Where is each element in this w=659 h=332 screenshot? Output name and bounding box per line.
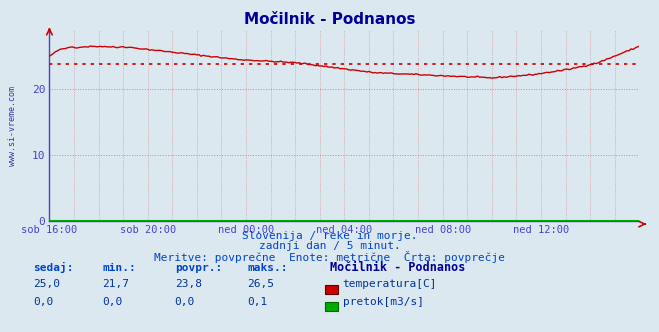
Text: 23,8: 23,8 [175,279,202,289]
Text: 0,0: 0,0 [102,297,123,307]
Text: 0,0: 0,0 [33,297,53,307]
Text: pretok[m3/s]: pretok[m3/s] [343,297,424,307]
Text: Močilnik - Podnanos: Močilnik - Podnanos [330,261,465,274]
Text: www.si-vreme.com: www.si-vreme.com [8,86,17,166]
Text: 21,7: 21,7 [102,279,129,289]
Text: 25,0: 25,0 [33,279,60,289]
Text: Meritve: povprečne  Enote: metrične  Črta: povprečje: Meritve: povprečne Enote: metrične Črta:… [154,251,505,263]
Text: 0,1: 0,1 [247,297,268,307]
Text: zadnji dan / 5 minut.: zadnji dan / 5 minut. [258,241,401,251]
Text: 26,5: 26,5 [247,279,274,289]
Text: 0,0: 0,0 [175,297,195,307]
Text: sedaj:: sedaj: [33,262,73,273]
Text: povpr.:: povpr.: [175,263,222,273]
Text: Močilnik - Podnanos: Močilnik - Podnanos [244,12,415,27]
Text: min.:: min.: [102,263,136,273]
Text: temperatura[C]: temperatura[C] [343,279,437,289]
Text: Slovenija / reke in morje.: Slovenija / reke in morje. [242,231,417,241]
Text: maks.:: maks.: [247,263,287,273]
